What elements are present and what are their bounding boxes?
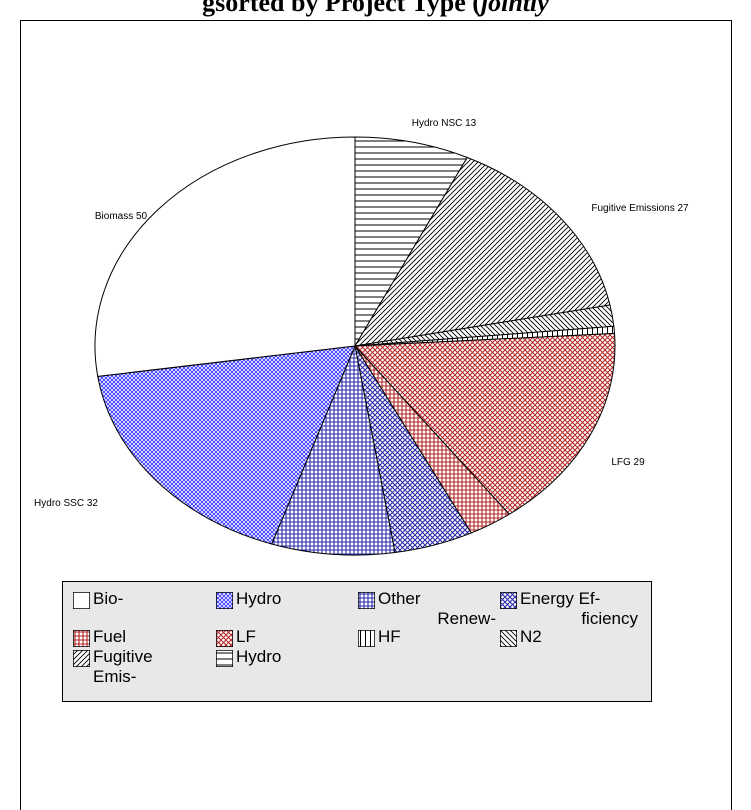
legend-item: Energy Ef-ficiency [500, 589, 640, 629]
legend-item: N2 [500, 627, 640, 647]
legend-item: Fugitive Emis- [73, 647, 213, 687]
title-italic: jointly [480, 0, 549, 17]
pie-slice [94, 136, 356, 377]
legend-item: HF [358, 627, 498, 647]
legend-item: Hydro [216, 647, 356, 667]
legend-swatch [500, 592, 517, 609]
legend-item: LF [216, 627, 356, 647]
legend-swatch [73, 592, 90, 609]
legend-item: Fuel [73, 627, 213, 647]
legend-swatch [500, 630, 517, 647]
legend-swatch [73, 650, 90, 667]
legend-label: Other Renew- [378, 589, 496, 628]
pie-slice [97, 345, 356, 545]
legend-item: Other Renew- [358, 589, 498, 629]
legend-swatch [216, 650, 233, 667]
legend-label: LF [236, 627, 256, 646]
legend-swatch [73, 630, 90, 647]
pie-slice [354, 136, 468, 348]
legend-label: Energy Ef-ficiency [520, 589, 638, 628]
legend-swatch [216, 630, 233, 647]
slice-data-label: Hydro SSC 32 [34, 498, 98, 509]
legend-label: HF [378, 627, 401, 646]
slice-data-label: Fugitive Emissions 27 [591, 203, 689, 214]
pie-slice [353, 332, 616, 515]
page-title: gsorted by Project Type (jointly [0, 0, 751, 18]
legend-swatch [216, 592, 233, 609]
slice-data-label: Hydro NSC 13 [412, 118, 477, 129]
title-prefix: g [202, 0, 216, 17]
legend-label: Hydro [236, 589, 282, 608]
legend-label: Fugitive Emis- [93, 647, 153, 686]
pie-slice [354, 156, 611, 347]
legend-label: Bio- [93, 589, 124, 608]
legend-label: N2 [520, 627, 542, 646]
slice-data-label: LFG 29 [611, 457, 645, 468]
legend-swatch [358, 592, 375, 609]
legend-label: Hydro [236, 647, 282, 666]
legend-item: Bio- [73, 589, 213, 609]
legend-label: Fuel [93, 627, 127, 646]
legend-item: Hydro [216, 589, 356, 609]
legend-swatch [358, 630, 375, 647]
pie-slices [94, 136, 616, 556]
chart-legend: Bio- Hydro Other Renew- Energy Ef-ficiency Fu… [62, 581, 652, 702]
slice-data-label: Biomass 50 [95, 211, 148, 222]
pie-labels: Hydro NSC 13 Fugitive Emissions 27 LFG 29 H… [34, 118, 689, 509]
title-main: sorted by Project Type ( [215, 0, 481, 17]
pie-slice [271, 344, 396, 556]
